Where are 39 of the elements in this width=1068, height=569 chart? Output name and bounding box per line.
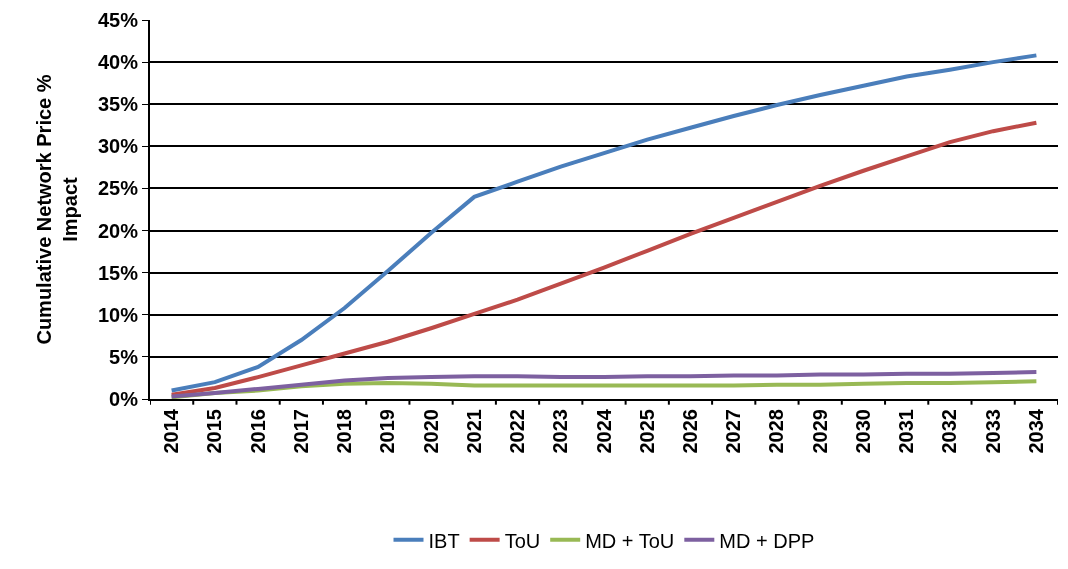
x-tick-label: 2019: [376, 409, 399, 454]
x-tick-label: 2034: [1024, 408, 1047, 454]
y-axis-title: Cumulative Network Price % Impact: [32, 74, 81, 345]
line-series: [169, 120, 1039, 397]
y-tick-label: 5%: [109, 345, 139, 368]
x-tick-label: 2032: [938, 409, 961, 454]
y-tick-label: 0%: [109, 388, 139, 410]
x-tick-label: 2020: [419, 409, 442, 454]
x-tick-label: 2022: [506, 409, 529, 454]
x-tick-label: 2028: [765, 409, 788, 454]
y-tick-label: 10%: [97, 303, 139, 326]
y-tick-label: 25%: [97, 177, 139, 200]
legend-label: ToU: [504, 529, 541, 552]
x-tick-label: 2024: [592, 408, 615, 454]
x-tick-label: 2026: [678, 409, 701, 454]
x-tick-label: 2016: [246, 409, 269, 454]
x-tick-label: 2030: [851, 409, 874, 454]
x-tick-label: 2018: [333, 409, 356, 454]
x-tick-label: 2027: [722, 409, 745, 454]
legend-label: MD + ToU: [585, 529, 675, 552]
line-series: [169, 53, 1039, 393]
y-tick-label: 15%: [97, 261, 139, 284]
x-tick-label: 2025: [635, 409, 658, 454]
x-tick-label: 2014: [160, 408, 183, 454]
x-tick-label: 2029: [808, 409, 831, 454]
y-tick-label: 45%: [97, 9, 139, 31]
x-tick-label: 2033: [981, 409, 1004, 454]
line-series: [169, 370, 1039, 399]
x-tick-label: 2023: [549, 409, 572, 454]
x-tick-label: 2017: [289, 409, 312, 454]
x-tick-label: 2021: [462, 409, 485, 454]
legend-label: MD + DPP: [719, 529, 815, 552]
x-tick-label: 2015: [203, 409, 226, 454]
x-tick-label: 2031: [895, 409, 918, 454]
legend-label: IBT: [428, 529, 460, 552]
y-tick-label: 40%: [97, 51, 139, 74]
y-tick-label: 20%: [97, 219, 139, 242]
y-tick-label: 30%: [97, 135, 139, 158]
y-tick-label: 35%: [97, 93, 139, 116]
